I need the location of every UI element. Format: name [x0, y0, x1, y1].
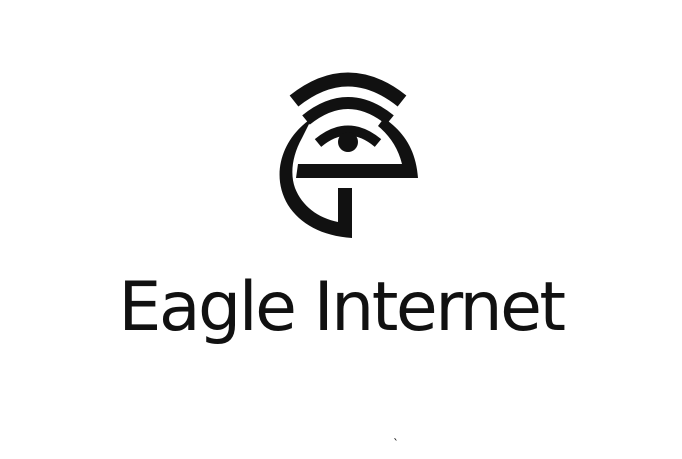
wifi-arc-inner	[314, 125, 382, 147]
wifi-arc-middle	[302, 97, 394, 125]
brand-name: Eagle Internet	[118, 268, 566, 347]
stray-mark: `	[393, 437, 399, 451]
e-crossbar-shape	[296, 118, 418, 178]
e-letter-shape	[279, 118, 352, 238]
wifi-arc-outer	[289, 72, 407, 107]
wifi-dot	[338, 132, 358, 152]
